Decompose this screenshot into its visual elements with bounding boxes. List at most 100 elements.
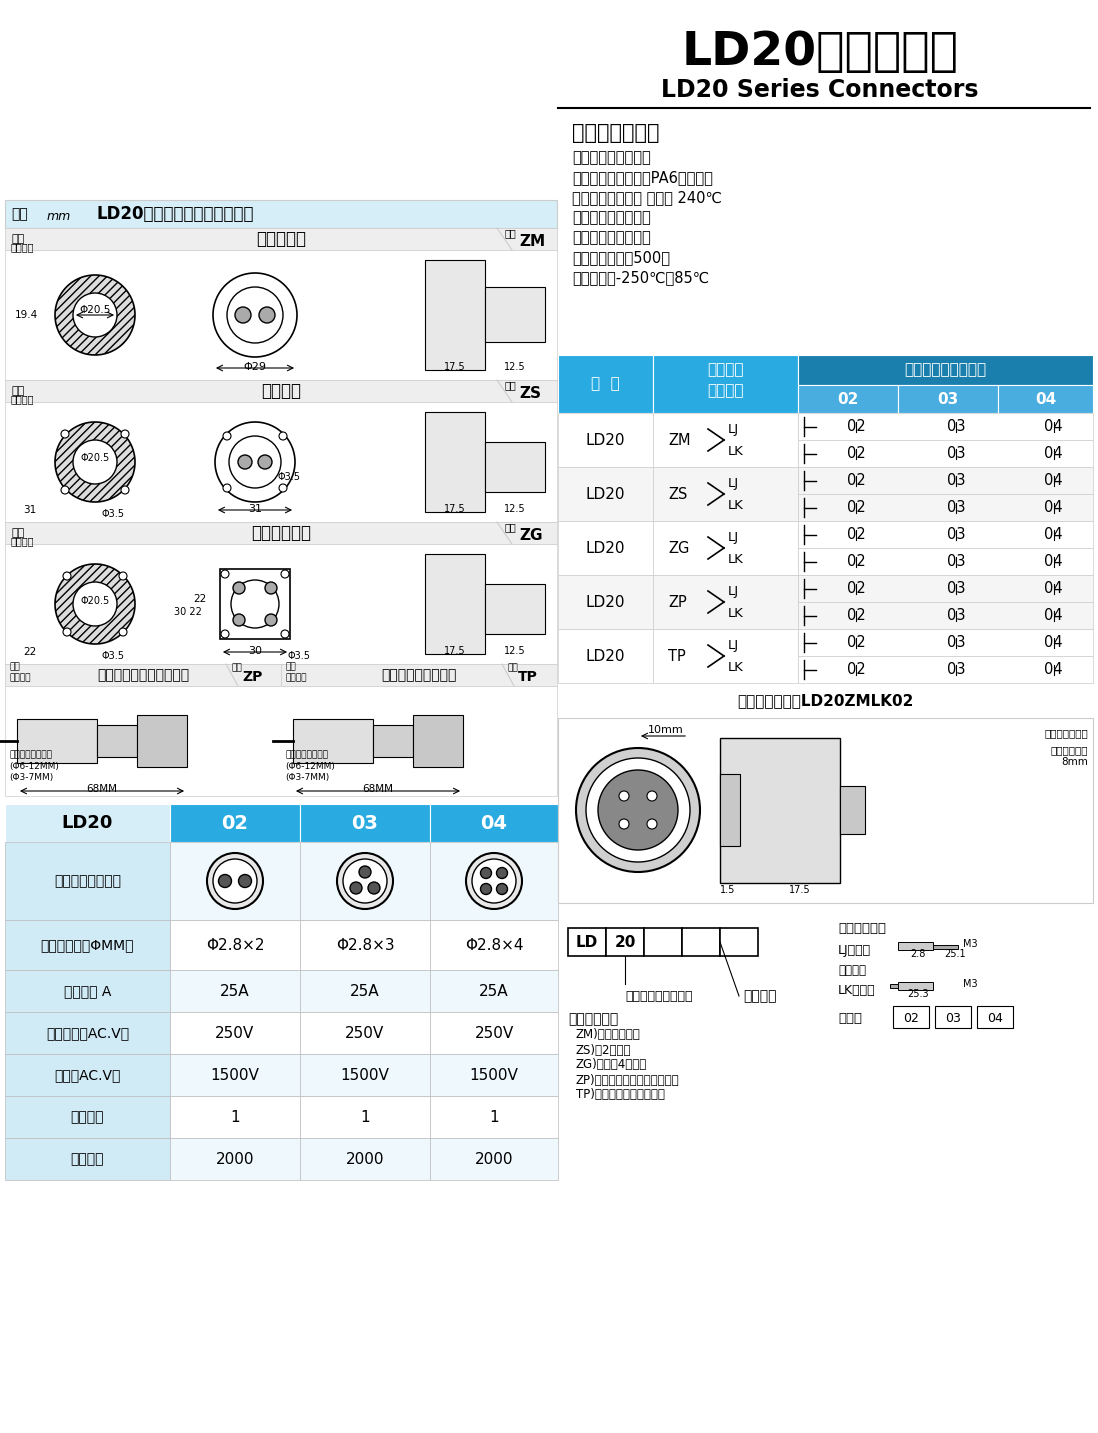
Text: 04: 04	[1044, 418, 1063, 434]
Text: ZP: ZP	[668, 595, 686, 609]
Circle shape	[219, 874, 232, 887]
Bar	[5, 843, 170, 920]
Bar	[798, 575, 1093, 602]
Circle shape	[233, 613, 245, 626]
Bar	[137, 715, 187, 767]
Bar	[170, 920, 300, 970]
Text: 外壳材料：热塑塑料PA6（阻燃）: 外壳材料：热塑塑料PA6（阻燃）	[572, 171, 713, 185]
Bar	[425, 413, 485, 512]
Text: 结构形式: 结构形式	[11, 536, 34, 546]
Text: 22: 22	[23, 648, 36, 656]
Bar	[890, 984, 898, 987]
Text: 03: 03	[946, 418, 965, 434]
Text: 04: 04	[987, 1012, 1002, 1025]
Text: 建议到线长度
8mm: 建议到线长度 8mm	[1051, 745, 1088, 767]
Text: 2000: 2000	[215, 1152, 255, 1166]
Bar	[5, 970, 170, 1012]
Text: LD: LD	[575, 934, 598, 950]
Circle shape	[119, 628, 127, 636]
Text: 耐压（AC.V）: 耐压（AC.V）	[54, 1068, 121, 1082]
Bar	[898, 941, 933, 950]
Bar	[413, 715, 463, 767]
Text: 04: 04	[1044, 446, 1063, 461]
Text: 外壳: 外壳	[11, 234, 24, 244]
Text: Φ3.5: Φ3.5	[101, 651, 124, 661]
Text: 17.5: 17.5	[445, 363, 466, 373]
Bar	[5, 1096, 170, 1138]
Bar	[170, 804, 300, 843]
Bar	[430, 1012, 558, 1055]
Text: 250V: 250V	[474, 1026, 514, 1040]
Circle shape	[72, 440, 117, 484]
Text: 02: 02	[847, 527, 865, 542]
Text: 68MM: 68MM	[362, 784, 393, 794]
Text: ZS: ZS	[519, 385, 541, 400]
Bar	[430, 1138, 558, 1179]
Text: Φ29: Φ29	[244, 363, 267, 373]
Text: 04: 04	[1044, 635, 1063, 651]
Circle shape	[238, 456, 253, 469]
Text: 03: 03	[945, 1012, 961, 1025]
Circle shape	[368, 881, 380, 894]
Bar	[97, 725, 137, 757]
Text: LD20: LD20	[585, 540, 625, 556]
Text: 30: 30	[248, 646, 262, 656]
Bar	[798, 547, 1093, 575]
Circle shape	[229, 436, 281, 489]
Bar	[170, 1055, 300, 1096]
Bar	[558, 467, 653, 522]
Text: ZM)－后螺母插座: ZM)－后螺母插座	[576, 1029, 641, 1042]
Text: M3: M3	[963, 939, 977, 949]
Text: 代号: 代号	[231, 663, 242, 672]
Bar	[893, 1006, 929, 1027]
Text: 17.5: 17.5	[789, 886, 810, 896]
Bar	[798, 602, 1093, 629]
Text: 03: 03	[946, 635, 965, 651]
Bar	[425, 259, 485, 370]
Bar	[558, 355, 653, 413]
Circle shape	[63, 628, 71, 636]
Bar	[170, 1096, 300, 1138]
Text: 直式对接带电缆紧固插座: 直式对接带电缆紧固插座	[97, 668, 189, 682]
Text: 2.8: 2.8	[910, 949, 926, 959]
Text: 2000: 2000	[346, 1152, 384, 1166]
Bar	[170, 970, 300, 1012]
Bar	[5, 228, 557, 249]
Text: LD20: LD20	[61, 814, 113, 833]
Bar	[653, 575, 798, 629]
Text: 17.5: 17.5	[445, 504, 466, 514]
Text: 03: 03	[946, 662, 965, 676]
Circle shape	[221, 570, 229, 577]
Text: 25.1: 25.1	[944, 949, 966, 959]
Bar	[300, 843, 430, 920]
Text: 02: 02	[847, 580, 865, 596]
Circle shape	[598, 770, 677, 850]
Text: 12.5: 12.5	[504, 363, 526, 373]
Bar	[5, 1138, 170, 1179]
Bar	[798, 385, 898, 413]
Bar	[558, 413, 653, 467]
Text: 外壳
结构形式: 外壳 结构形式	[285, 662, 306, 682]
Text: LJ: LJ	[728, 530, 739, 543]
Text: Φ2.8×3: Φ2.8×3	[336, 937, 394, 953]
Text: 外壳: 外壳	[11, 385, 24, 396]
Text: 02: 02	[847, 608, 865, 623]
Circle shape	[481, 867, 492, 878]
Text: TP: TP	[668, 649, 686, 663]
Text: Φ20.5: Φ20.5	[80, 596, 110, 606]
Text: 接插次数：大于500次: 接插次数：大于500次	[572, 251, 670, 265]
Text: 03: 03	[946, 555, 965, 569]
Bar	[300, 1055, 430, 1096]
Text: LD20: LD20	[585, 595, 625, 609]
Text: 03: 03	[946, 527, 965, 542]
Text: 04: 04	[1035, 391, 1056, 407]
Bar	[840, 785, 865, 834]
Bar	[720, 774, 740, 845]
Text: LJ: LJ	[728, 477, 739, 490]
Text: Φ20.5: Φ20.5	[80, 453, 110, 463]
Text: LK: LK	[728, 499, 743, 512]
Bar	[300, 1012, 430, 1055]
Text: 1.5: 1.5	[720, 886, 736, 896]
Text: 04: 04	[1044, 580, 1063, 596]
Text: 需选购其接触件芯数: 需选购其接触件芯数	[905, 363, 987, 377]
